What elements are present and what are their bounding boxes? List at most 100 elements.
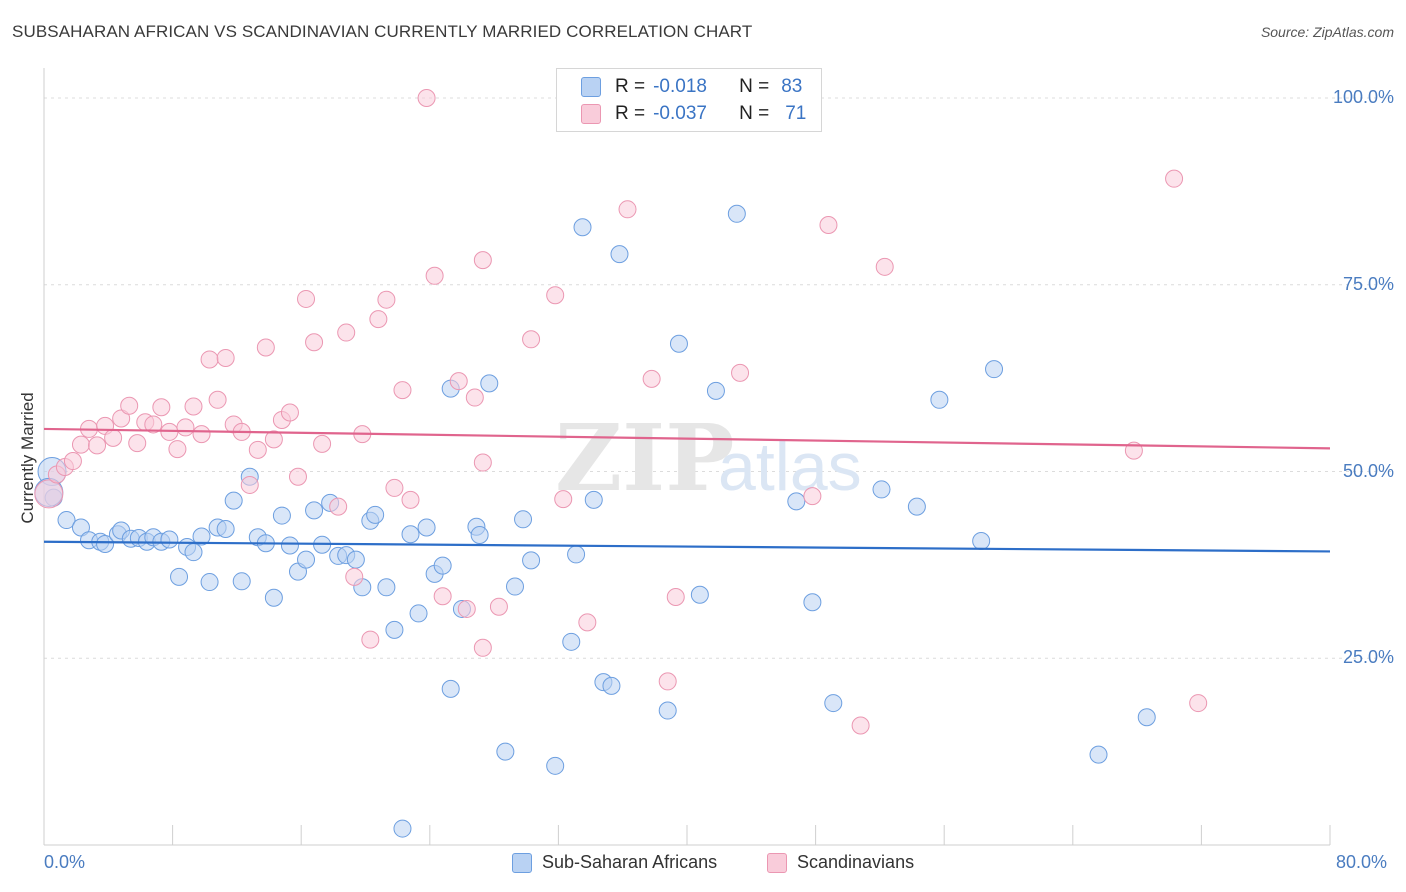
pink-swatch-icon bbox=[581, 104, 601, 124]
stats-legend: R = -0.018 N = 83 R = -0.037 N = 71 bbox=[556, 68, 822, 132]
data-point-pink bbox=[1189, 694, 1208, 713]
data-point-blue bbox=[160, 530, 179, 549]
data-point-pink bbox=[473, 453, 492, 472]
data-point-pink bbox=[851, 716, 870, 735]
data-point-pink bbox=[297, 289, 316, 308]
data-point-blue bbox=[602, 676, 621, 695]
legend-item-scandinavians[interactable]: Scandinavians bbox=[767, 852, 914, 873]
r-label: R = bbox=[615, 103, 646, 124]
data-point-blue bbox=[514, 510, 533, 529]
data-point-pink bbox=[248, 440, 267, 459]
data-point-blue bbox=[930, 390, 949, 409]
data-point-blue bbox=[658, 701, 677, 720]
n-value-blue: 83 bbox=[781, 76, 803, 97]
series-scandinavians bbox=[34, 89, 1208, 735]
data-point-pink bbox=[256, 338, 275, 357]
data-point-blue bbox=[305, 501, 324, 520]
stats-legend-row-blue: R = -0.018 N = 83 bbox=[581, 74, 802, 100]
data-point-blue bbox=[385, 620, 404, 639]
data-point-pink bbox=[216, 348, 235, 367]
data-point-pink bbox=[522, 330, 541, 349]
data-point-pink bbox=[280, 403, 299, 422]
data-point-pink bbox=[731, 363, 750, 382]
data-point-pink bbox=[63, 452, 82, 471]
data-point-blue bbox=[610, 245, 629, 264]
data-point-blue bbox=[1137, 708, 1156, 727]
data-point-blue bbox=[480, 374, 499, 393]
data-point-pink bbox=[377, 290, 396, 309]
data-point-pink bbox=[144, 415, 163, 434]
y-tick-label: 75.0% bbox=[1342, 273, 1394, 294]
data-point-pink bbox=[369, 310, 388, 329]
data-point-pink bbox=[554, 490, 573, 509]
data-point-pink bbox=[329, 497, 348, 516]
chart-title: SUBSAHARAN AFRICAN VS SCANDINAVIAN CURRE… bbox=[12, 22, 753, 41]
data-point-pink bbox=[313, 434, 332, 453]
data-point-blue bbox=[584, 490, 603, 509]
series-sub-saharan-africans bbox=[34, 204, 1156, 838]
data-point-blue bbox=[297, 550, 316, 569]
watermark-zip: ZIP bbox=[555, 404, 734, 512]
data-point-blue bbox=[727, 204, 746, 223]
data-point-pink bbox=[401, 490, 420, 509]
data-point-blue bbox=[562, 632, 581, 651]
y-tick-label: 100.0% bbox=[1332, 87, 1394, 107]
legend-label-sub-saharan: Sub-Saharan Africans bbox=[542, 852, 718, 872]
legend-item-sub-saharan[interactable]: Sub-Saharan Africans bbox=[512, 852, 717, 873]
data-point-pink bbox=[184, 397, 203, 416]
data-point-blue bbox=[669, 334, 688, 353]
data-point-pink bbox=[546, 286, 565, 305]
data-point-blue bbox=[470, 525, 489, 544]
x-tick-label-max: 80.0% bbox=[1336, 852, 1388, 872]
data-point-pink bbox=[112, 409, 131, 428]
data-point-blue bbox=[393, 819, 412, 838]
data-point-pink bbox=[658, 672, 677, 691]
data-point-blue bbox=[232, 572, 251, 591]
data-point-pink bbox=[240, 475, 259, 494]
data-point-blue bbox=[907, 497, 926, 516]
data-point-pink bbox=[71, 435, 90, 454]
data-point-blue bbox=[824, 694, 843, 713]
data-point-blue bbox=[972, 531, 991, 550]
data-point-pink bbox=[425, 266, 444, 285]
data-point-pink bbox=[393, 381, 412, 400]
legend-label-scandinavians: Scandinavians bbox=[797, 852, 915, 872]
data-point-pink bbox=[34, 479, 64, 509]
data-point-blue bbox=[505, 577, 524, 596]
data-point-blue bbox=[184, 543, 203, 562]
r-value-blue: -0.018 bbox=[653, 76, 707, 97]
data-point-blue bbox=[71, 518, 90, 537]
data-point-blue bbox=[200, 573, 219, 592]
data-point-blue bbox=[441, 679, 460, 698]
data-point-blue bbox=[346, 550, 365, 569]
data-point-pink bbox=[152, 398, 171, 417]
data-point-pink bbox=[433, 587, 452, 606]
data-point-pink bbox=[361, 630, 380, 649]
data-point-pink bbox=[345, 567, 364, 586]
axes bbox=[43, 68, 1331, 846]
data-point-pink bbox=[385, 478, 404, 497]
data-point-pink bbox=[176, 418, 195, 437]
data-point-pink bbox=[449, 372, 468, 391]
stats-legend-row-pink: R = -0.037 N = 71 bbox=[581, 101, 806, 127]
trend-lines bbox=[43, 427, 1331, 553]
source-credit: Source: ZipAtlas.com bbox=[1260, 24, 1394, 40]
data-point-pink bbox=[465, 388, 484, 407]
data-point-blue bbox=[170, 567, 189, 586]
blue-swatch-icon bbox=[581, 77, 601, 97]
data-point-pink bbox=[489, 597, 508, 616]
data-point-blue bbox=[57, 511, 76, 530]
data-point-pink bbox=[305, 333, 324, 352]
y-tick-label: 50.0% bbox=[1342, 460, 1394, 481]
trend-line-sub-saharan bbox=[43, 540, 1331, 553]
data-point-blue bbox=[272, 506, 291, 525]
data-point-blue bbox=[409, 604, 428, 623]
data-point-blue bbox=[366, 505, 385, 524]
data-point-blue bbox=[496, 742, 515, 761]
blue-swatch-icon bbox=[512, 852, 532, 873]
data-point-pink bbox=[288, 467, 307, 486]
data-point-pink bbox=[200, 350, 219, 369]
data-point-blue bbox=[787, 492, 806, 511]
data-point-blue bbox=[224, 491, 243, 510]
data-point-blue bbox=[216, 520, 235, 539]
